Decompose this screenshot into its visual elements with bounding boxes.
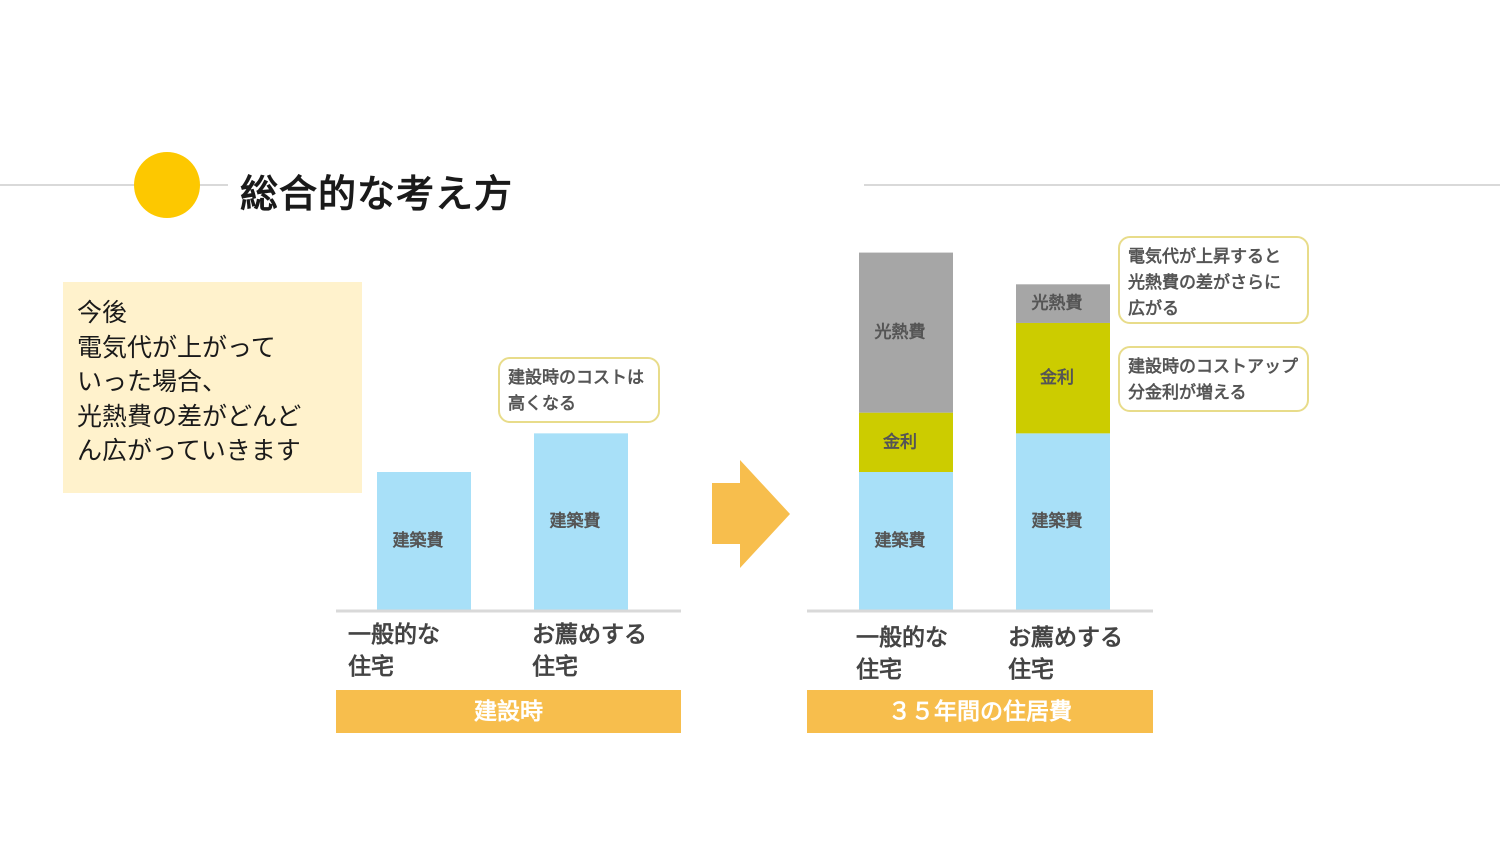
bar-utilities-recommended <box>1016 284 1110 323</box>
bar-construction-typical <box>859 472 953 610</box>
title-bullet-dot <box>134 152 200 218</box>
bar-construction-typical <box>377 472 471 610</box>
bar-label-utilities: 光熱費 <box>1031 293 1083 314</box>
period-bar <box>336 690 681 733</box>
period-label: 建設時 <box>474 698 543 725</box>
title-rule-left <box>0 184 228 186</box>
callout-interest-increase: 建設時のコストアップ 分金利が増える <box>1118 346 1309 412</box>
category-label-recommended: お薦めする住宅 <box>532 622 647 680</box>
bar-label-utilities: 光熱費 <box>874 322 926 343</box>
bar-construction-recommended <box>534 433 628 610</box>
period-bar <box>807 690 1153 733</box>
category-label-typical: 一般的な住宅 <box>348 621 440 680</box>
slide-title: 総合的な考え方 <box>240 171 514 216</box>
bar-label-interest: 金利 <box>882 431 917 452</box>
bar-interest-typical <box>859 412 953 472</box>
bar-label-construction: 建築費 <box>550 511 601 532</box>
bar-label-interest: 金利 <box>1039 367 1074 388</box>
title-rule-right <box>864 184 1500 186</box>
bar-label-construction: 建築費 <box>1032 511 1083 532</box>
bar-interest-recommended <box>1016 322 1110 434</box>
category-label-recommended: お薦めする住宅 <box>1008 625 1123 683</box>
bar-utilities-typical <box>859 252 953 413</box>
bar-label-construction: 建築費 <box>875 530 926 551</box>
category-label-typical: 一般的な住宅 <box>856 624 948 683</box>
bar-construction-recommended <box>1016 433 1110 610</box>
callout-utility-gap-widens: 電気代が上昇すると 光熱費の差がさらに 広がる <box>1118 236 1309 324</box>
bar-label-construction: 建築費 <box>393 530 444 551</box>
period-label: ３５年間の住居費 <box>888 698 1072 725</box>
arrow-right-icon <box>712 460 790 568</box>
note-box: 今後 電気代が上がって いった場合、 光熱費の差がどんど ん広がっていきます <box>63 282 362 493</box>
callout-construction-cost-higher: 建設時のコストは 高くなる <box>498 357 660 423</box>
